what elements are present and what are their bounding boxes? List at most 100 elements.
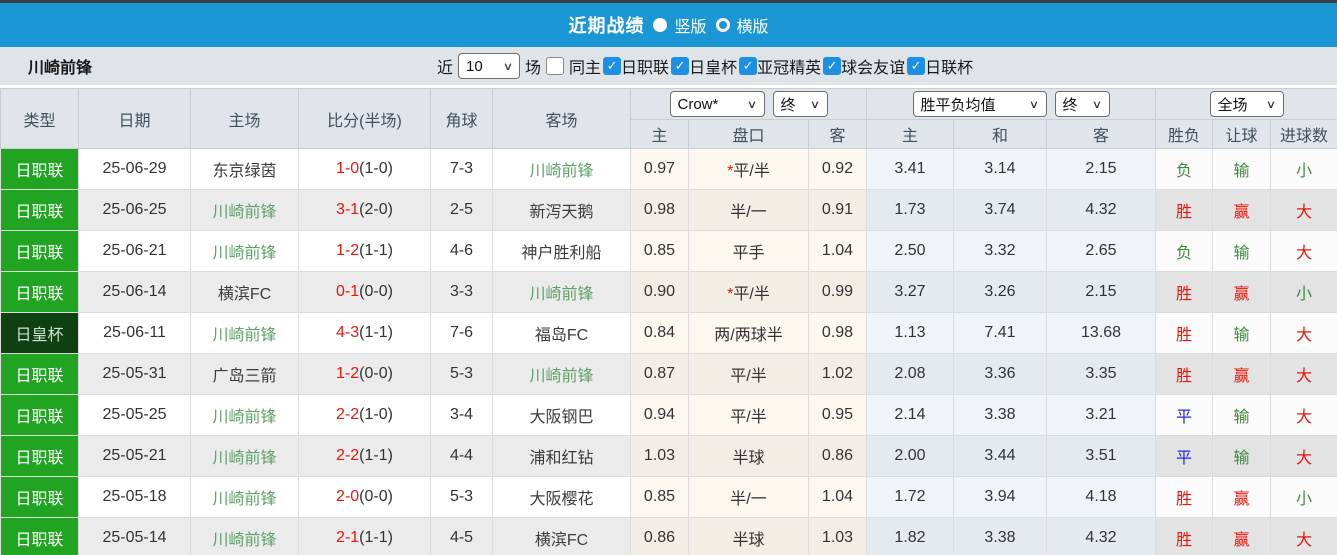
mean-away-cell: 4.32 — [1046, 189, 1156, 231]
league-cell: 日职联 — [0, 230, 79, 272]
filter-checkbox-4[interactable]: ✓ — [907, 57, 926, 75]
fulltime-score: 1-2 — [336, 365, 360, 382]
fulltime-score: 2-2 — [336, 447, 360, 464]
odds-home-cell: 0.90 — [630, 271, 689, 313]
team-name: 川崎前锋 — [28, 60, 93, 77]
corner-cell: 4-5 — [430, 517, 493, 555]
corner-cell: 7-6 — [430, 312, 493, 354]
corner-cell: 7-3 — [430, 148, 493, 190]
home-team-cell: 川崎前锋 — [190, 189, 299, 231]
result-cell: 负 — [1155, 148, 1213, 190]
bookmaker-select[interactable]: Crow* ∨ — [669, 91, 765, 117]
handicap-line-cell: 平手 — [688, 230, 809, 272]
results-table: 类型 日期 主场 比分(半场) 角球 客场 Crow* ∨ 终 ∨ — [0, 88, 1337, 555]
handicap-line-cell: 平/半 — [688, 353, 809, 395]
date-cell: 25-06-25 — [78, 189, 191, 231]
odds-home-cell: 0.98 — [630, 189, 689, 231]
odds-home-cell: 0.85 — [630, 476, 689, 518]
games-label: 场 — [525, 60, 542, 77]
halftime-score: (0-0) — [359, 283, 393, 300]
score-cell: 3-1(2-0) — [298, 189, 431, 231]
table-row: 日职联 25-05-18 川崎前锋 2-0(0-0) 5-3 大阪樱花 0.85 半/一 1.0… — [0, 476, 1337, 518]
filter-checkbox-1[interactable]: ✓ — [671, 57, 690, 75]
halftime-score: (2-0) — [359, 201, 393, 218]
mean-away-cell: 3.35 — [1046, 353, 1156, 395]
corner-cell: 4-6 — [430, 230, 493, 272]
home-team-cell: 川崎前锋 — [190, 230, 299, 272]
halftime-score: (1-1) — [359, 242, 393, 259]
odds-away-cell: 0.91 — [808, 189, 867, 231]
score-cell: 1-2(0-0) — [298, 353, 431, 395]
filter-controls: 近 10 ∨ 场 同主 ✓ 日职联 ✓ 日皇杯 ✓ 亚冠精英 ✓ 球会友谊 ✓ 日联杯 — [437, 47, 980, 85]
layout-radio-vertical[interactable]: 竖版 — [653, 13, 707, 37]
date-cell: 25-06-29 — [78, 148, 191, 190]
home-team-cell: 川崎前锋 — [190, 394, 299, 436]
same-home-label: 同主 — [569, 60, 602, 77]
halftime-score: (0-0) — [359, 488, 393, 505]
result-section-header: 全场 ∨ — [1155, 88, 1337, 120]
mean-away-cell: 3.51 — [1046, 435, 1156, 477]
same-home-checkbox[interactable] — [546, 57, 565, 75]
radio-vertical-label: 竖版 — [674, 19, 707, 36]
mean-home-cell: 3.41 — [866, 148, 954, 190]
goals-result-cell: 大 — [1270, 353, 1337, 395]
table-row: 日职联 25-06-29 东京绿茵 1-0(1-0) 7-3 川崎前锋 0.97 *平/半 0.… — [0, 148, 1337, 190]
scope-value: 全场 — [1217, 96, 1248, 114]
layout-radio-horizontal[interactable]: 横版 — [715, 13, 769, 37]
mean-draw-cell: 3.74 — [953, 189, 1047, 231]
odds-time-select[interactable]: 终 ∨ — [772, 91, 828, 117]
chevron-down-icon: ∨ — [747, 98, 758, 111]
chevron-down-icon: ∨ — [1266, 98, 1277, 111]
result-cell: 胜 — [1155, 517, 1213, 555]
mean-draw-cell: 3.44 — [953, 435, 1047, 477]
handicap-line-cell: *平/半 — [688, 148, 809, 190]
odds-away-cell: 0.99 — [808, 271, 867, 313]
handicap-result-cell: 输 — [1212, 394, 1271, 436]
mean-home-cell: 1.72 — [866, 476, 954, 518]
handicap-result-cell: 赢 — [1212, 517, 1271, 555]
mean-time-select[interactable]: 终 ∨ — [1054, 91, 1110, 117]
league-cell: 日职联 — [0, 148, 79, 190]
goals-result-cell: 大 — [1270, 312, 1337, 354]
home-team-cell: 东京绿茵 — [190, 148, 299, 190]
fulltime-score: 0-1 — [336, 283, 360, 300]
halftime-score: (1-0) — [359, 406, 393, 423]
filter-checkbox-0[interactable]: ✓ — [603, 57, 622, 75]
mean-away-cell: 2.65 — [1046, 230, 1156, 272]
mean-select[interactable]: 胜平负均值 ∨ — [912, 91, 1047, 117]
odds-section-header: Crow* ∨ 终 ∨ — [630, 88, 867, 120]
mean-home-cell: 1.13 — [866, 312, 954, 354]
col-goals: 进球数 — [1270, 119, 1337, 149]
mean-time-value: 终 — [1062, 96, 1078, 114]
away-team-cell: 川崎前锋 — [492, 353, 631, 395]
score-cell: 4-3(1-1) — [298, 312, 431, 354]
live-asterisk: * — [727, 163, 734, 180]
filter-label-3: 球会友谊 — [841, 60, 906, 77]
away-team-cell: 川崎前锋 — [492, 271, 631, 313]
col-handicap: 让球 — [1212, 119, 1271, 149]
near-label: 近 — [437, 60, 454, 77]
scope-select[interactable]: 全场 ∨ — [1209, 91, 1284, 117]
away-team-cell: 神户胜利船 — [492, 230, 631, 272]
filter-label-0: 日职联 — [621, 60, 670, 77]
odds-away-cell: 1.03 — [808, 517, 867, 555]
filter-label-2: 亚冠精英 — [757, 60, 822, 77]
fulltime-score: 3-1 — [336, 201, 360, 218]
fulltime-score: 2-2 — [336, 406, 360, 423]
filter-checkbox-2[interactable]: ✓ — [739, 57, 758, 75]
mean-away-cell: 2.15 — [1046, 271, 1156, 313]
halftime-score: (1-1) — [359, 447, 393, 464]
halftime-score: (1-1) — [359, 324, 393, 341]
result-cell: 胜 — [1155, 271, 1213, 313]
away-team-cell: 川崎前锋 — [492, 148, 631, 190]
mean-draw-cell: 3.94 — [953, 476, 1047, 518]
league-cell: 日职联 — [0, 353, 79, 395]
filter-checkbox-group: ✓ 日职联 ✓ 日皇杯 ✓ 亚冠精英 ✓ 球会友谊 ✓ 日联杯 — [603, 54, 975, 78]
filter-checkbox-3[interactable]: ✓ — [823, 57, 842, 75]
match-count-select[interactable]: 10 ∨ — [458, 53, 521, 79]
handicap-line-cell: 两/两球半 — [688, 312, 809, 354]
score-cell: 2-2(1-1) — [298, 435, 431, 477]
score-cell: 2-0(0-0) — [298, 476, 431, 518]
league-cell: 日职联 — [0, 189, 79, 231]
